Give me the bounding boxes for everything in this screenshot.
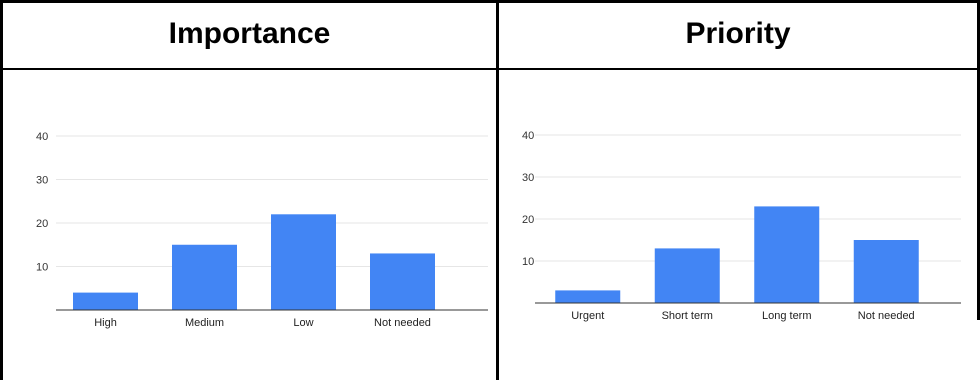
priority-header: Priority: [499, 0, 977, 68]
table-left-border: [0, 0, 3, 380]
bar-medium: [172, 244, 237, 310]
x-tick-label: Urgent: [571, 310, 604, 322]
y-tick-label: 30: [36, 175, 48, 187]
x-tick-label: Low: [293, 317, 313, 329]
bar-high: [73, 292, 138, 310]
x-tick-label: Short term: [662, 310, 713, 322]
x-tick-label: Not needed: [374, 317, 431, 329]
x-tick-label: High: [94, 317, 117, 329]
priority-chart: 10 20 30 40 Urgent Short term Long term Not nee…: [522, 130, 961, 322]
bar-long-term: [754, 206, 820, 303]
y-tick-label: 40: [36, 131, 48, 143]
column-divider: [496, 0, 499, 380]
importance-chart: 10 20 30 40 High Medium Low Not needed: [36, 131, 488, 329]
y-tick-label: 10: [522, 256, 534, 268]
importance-panel: Importance 10 20 30 40 High Medium Low Not need…: [3, 0, 496, 380]
importance-title: Importance: [168, 17, 331, 50]
x-tick-label: Not needed: [858, 310, 915, 322]
x-tick-label: Long term: [762, 310, 812, 322]
priority-panel: Priority 10 20 30 40 Urgent Short term Long te…: [499, 0, 977, 380]
priority-title: Priority: [685, 17, 791, 50]
y-tick-label: 40: [522, 130, 534, 142]
bar-urgent: [555, 290, 621, 303]
bar-not-needed: [370, 253, 435, 310]
x-tick-label: Medium: [185, 317, 224, 329]
y-tick-label: 20: [522, 214, 534, 226]
bar-not-needed: [853, 240, 919, 303]
table-top-border: [0, 0, 980, 3]
y-tick-label: 20: [36, 218, 48, 230]
y-tick-label: 10: [36, 262, 48, 274]
importance-header: Importance: [3, 0, 496, 68]
y-tick-label: 30: [522, 172, 534, 184]
table-right-border: [977, 0, 980, 320]
bar-short-term: [654, 248, 720, 303]
header-divider: [0, 68, 980, 70]
bar-low: [271, 214, 336, 310]
